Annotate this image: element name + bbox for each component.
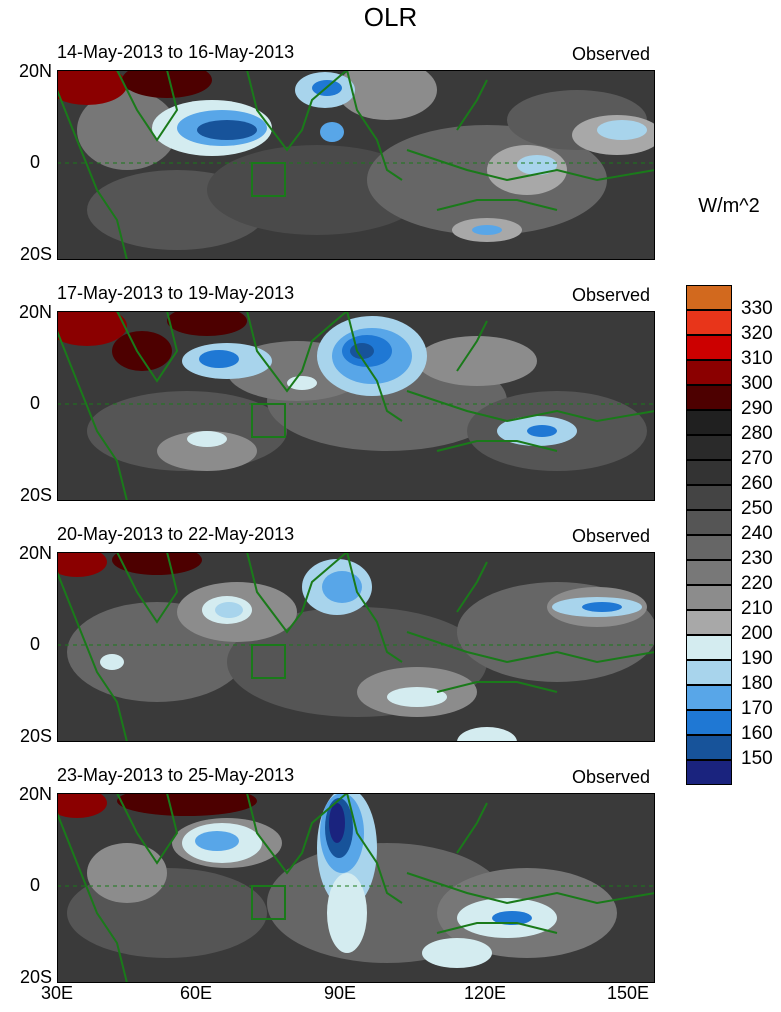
colorbar-label: 310 bbox=[741, 348, 773, 369]
map-panel-2-plot bbox=[47, 306, 656, 502]
map-panel-3-plot bbox=[47, 545, 657, 757]
colorbar-swatch bbox=[686, 510, 732, 535]
panel-1-lat-20s: 20S bbox=[19, 244, 52, 264]
panel-4-date-range: 23-May-2013 to 25-May-2013 bbox=[57, 765, 295, 785]
colorbar-swatch bbox=[686, 585, 732, 610]
lon-label-90e: 90E bbox=[323, 983, 357, 1003]
panel-3-lat-20n: 20N bbox=[18, 543, 52, 563]
lon-label-120e: 120E bbox=[463, 983, 507, 1003]
colorbar-label: 180 bbox=[741, 673, 773, 694]
colorbar-swatch bbox=[686, 485, 732, 510]
lon-label-60e: 60E bbox=[179, 983, 213, 1003]
figure-title: OLR bbox=[363, 2, 418, 32]
map-panel-3 bbox=[47, 545, 657, 757]
colorbar-swatch bbox=[686, 560, 732, 585]
colorbar-swatch bbox=[686, 760, 732, 785]
panel-4-lat-20n: 20N bbox=[18, 784, 52, 804]
panel-3-date-range: 20-May-2013 to 22-May-2013 bbox=[57, 524, 295, 544]
colorbar-label: 240 bbox=[741, 523, 773, 544]
colorbar-label: 170 bbox=[741, 698, 773, 719]
panel-3-lat-0: 0 bbox=[29, 634, 40, 654]
colorbar-label: 280 bbox=[741, 423, 773, 444]
panel-3-tag: Observed bbox=[571, 526, 650, 546]
colorbar-label: 200 bbox=[741, 623, 773, 644]
panel-1-lat-20n: 20N bbox=[18, 61, 52, 81]
colorbar-swatch bbox=[686, 310, 732, 335]
map-panel-2 bbox=[47, 306, 656, 502]
colorbar-swatch bbox=[686, 410, 732, 435]
map-panel-4 bbox=[47, 786, 656, 984]
colorbar-label: 160 bbox=[741, 723, 773, 744]
panel-1-tag: Observed bbox=[571, 44, 650, 64]
colorbar-label: 210 bbox=[741, 598, 773, 619]
colorbar-swatch bbox=[686, 635, 732, 660]
map-panel-4-plot bbox=[47, 786, 656, 984]
colorbar-label: 290 bbox=[741, 398, 773, 419]
colorbar-label: 320 bbox=[741, 323, 773, 344]
colorbar-label: 300 bbox=[741, 373, 773, 394]
lon-label-30e: 30E bbox=[40, 983, 74, 1003]
colorbar-swatch bbox=[686, 360, 732, 385]
colorbar-label: 150 bbox=[741, 748, 773, 769]
panel-3-lat-20s: 20S bbox=[19, 726, 52, 746]
colorbar-swatch bbox=[686, 385, 732, 410]
colorbar-swatch bbox=[686, 335, 732, 360]
panel-2-date-range: 17-May-2013 to 19-May-2013 bbox=[57, 283, 295, 303]
colorbar-swatch bbox=[686, 660, 732, 685]
panel-2-tag: Observed bbox=[571, 285, 650, 305]
colorbar-swatch bbox=[686, 710, 732, 735]
colorbar-label: 220 bbox=[741, 573, 773, 594]
panel-2-lat-0: 0 bbox=[29, 393, 40, 413]
colorbar-label: 270 bbox=[741, 448, 773, 469]
colorbar-label: 260 bbox=[741, 473, 773, 494]
colorbar-label: 330 bbox=[741, 298, 773, 319]
panel-4-lat-20s: 20S bbox=[19, 967, 52, 987]
colorbar-label: 230 bbox=[741, 548, 773, 569]
panel-2-lat-20n: 20N bbox=[18, 302, 52, 322]
panel-4-lat-0: 0 bbox=[29, 875, 40, 895]
colorbar-units: W/m^2 bbox=[698, 195, 760, 217]
colorbar-label: 190 bbox=[741, 648, 773, 669]
colorbar-swatch bbox=[686, 460, 732, 485]
colorbar-swatch bbox=[686, 535, 732, 560]
map-panel-1 bbox=[47, 60, 662, 261]
lon-label-150e: 150E bbox=[606, 983, 650, 1003]
colorbar-swatch bbox=[686, 735, 732, 760]
panel-1-date-range: 14-May-2013 to 16-May-2013 bbox=[57, 42, 295, 62]
panel-2-lat-20s: 20S bbox=[19, 485, 52, 505]
colorbar-swatch bbox=[686, 285, 732, 310]
map-panel-1-plot bbox=[47, 60, 662, 261]
panel-1-lat-0: 0 bbox=[29, 152, 40, 172]
panel-4-tag: Observed bbox=[571, 767, 650, 787]
colorbar-swatch bbox=[686, 435, 732, 460]
colorbar-label: 250 bbox=[741, 498, 773, 519]
colorbar-swatch bbox=[686, 610, 732, 635]
colorbar-swatch bbox=[686, 685, 732, 710]
